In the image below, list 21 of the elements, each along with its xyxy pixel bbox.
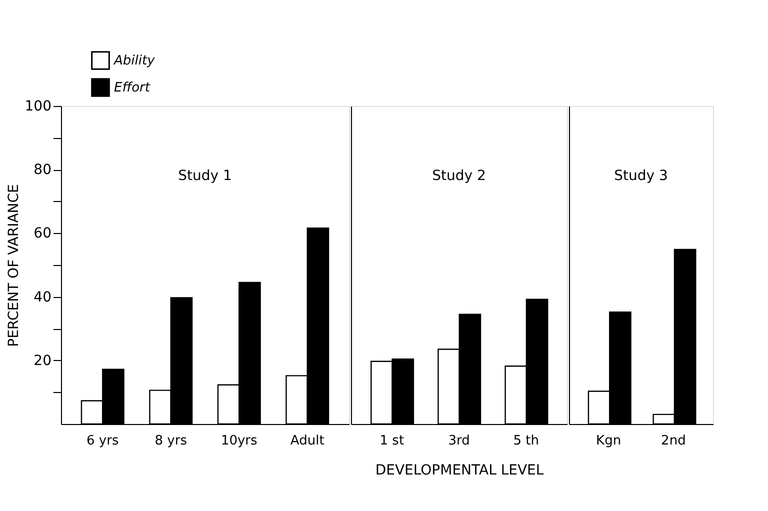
x-tick-label: 6 yrs bbox=[86, 434, 119, 448]
x-tick-label: 10yrs bbox=[220, 434, 258, 448]
x-tick-label: 2nd bbox=[661, 434, 686, 448]
y-axis-title: PERCENT OF VARIANCE bbox=[6, 184, 22, 347]
legend-label: Effort bbox=[114, 80, 151, 96]
x-tick-label: Adult bbox=[290, 434, 324, 448]
x-tick-label: 5 th bbox=[513, 434, 539, 448]
x-axis-title: DEVELOPMENTAL LEVEL bbox=[375, 462, 544, 478]
x-tick-label: 3rd bbox=[448, 434, 470, 448]
annotation: Study 3 bbox=[614, 168, 668, 184]
y-tick-label: 80 bbox=[34, 162, 52, 178]
x-tick-label: 8 yrs bbox=[154, 434, 188, 448]
annotation: Study 1 bbox=[178, 168, 232, 184]
y-tick-label: 60 bbox=[34, 226, 52, 242]
y-tick-label: 40 bbox=[34, 289, 52, 306]
x-tick-label: Kgn bbox=[596, 434, 622, 448]
y-tick-label: 100 bbox=[24, 98, 52, 114]
legend-label: Ability bbox=[113, 54, 156, 68]
y-tick-label: 20 bbox=[34, 352, 52, 369]
x-tick-label: 1 st bbox=[380, 434, 404, 448]
annotation: Study 2 bbox=[432, 168, 486, 184]
